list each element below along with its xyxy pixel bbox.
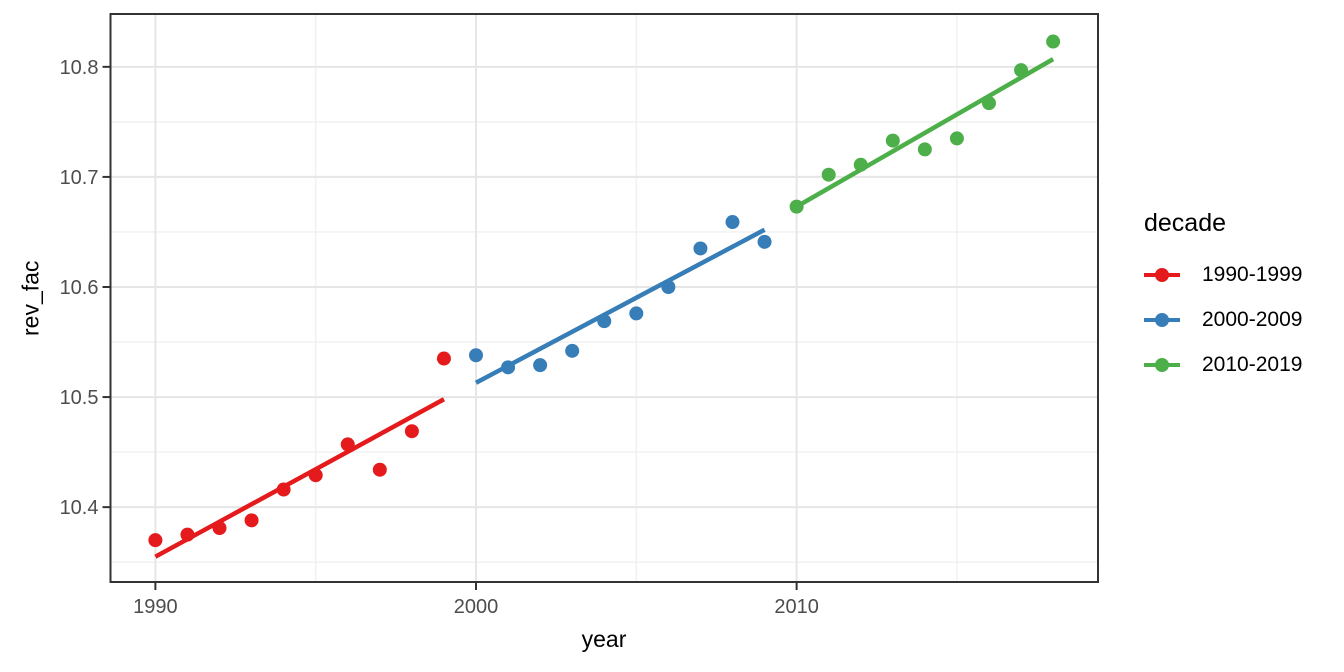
data-point-2010-2019 [981,96,996,111]
data-point-2000-2009 [597,314,612,329]
trend-line-1990-1999 [154,397,446,559]
y-tick-label: 10.4 [60,497,99,519]
data-point-2000-2009 [501,360,516,375]
legend-item: 1990-1999 [1144,262,1302,288]
data-point-2010-2019 [949,131,964,146]
data-point-2000-2009 [469,348,484,363]
legend-key-icon [1144,262,1180,288]
x-axis-title: year [581,626,627,652]
data-point-2000-2009 [565,343,580,358]
data-point-1990-1999 [276,482,291,497]
y-axis-title: rev_fac [17,260,44,336]
y-tick-label: 10.5 [60,387,99,409]
data-point-1990-1999 [308,468,323,483]
legend-item-label: 1990-1999 [1202,263,1303,286]
panel-border [109,13,1099,583]
data-point-2010-2019 [1014,63,1029,78]
data-point-2010-2019 [853,157,868,172]
legend-items: 1990-1999 2000-2009 2010-2019 [1144,262,1302,378]
data-point-2000-2009 [693,241,708,256]
y-tick-label: 10.8 [60,57,99,79]
data-point-1990-1999 [180,527,195,542]
legend-key-dot [1155,268,1169,282]
x-tick-label: 2000 [454,596,499,618]
data-point-1990-1999 [148,533,163,548]
data-point-2010-2019 [821,167,836,182]
y-tick-label: 10.7 [60,167,99,189]
legend-item-label: 2000-2009 [1202,308,1303,331]
data-point-2000-2009 [661,279,676,294]
legend-item: 2000-2009 [1144,307,1302,333]
trend-line-2000-2009 [474,227,766,385]
legend-key-dot [1155,358,1169,372]
data-point-1990-1999 [340,437,355,452]
legend-item-label: 2010-2019 [1202,353,1303,376]
data-point-2000-2009 [533,358,548,373]
x-tick-label: 1990 [133,596,178,618]
legend: decade 1990-1999 2000-2009 2010-2019 [1144,208,1302,397]
data-point-2010-2019 [917,142,932,157]
data-point-1990-1999 [404,424,419,439]
data-point-2010-2019 [1046,34,1061,49]
data-point-2010-2019 [789,199,804,214]
y-tick-label: 10.6 [60,277,99,299]
legend-title: decade [1144,209,1227,237]
legend-item: 2010-2019 [1144,352,1302,378]
data-point-1990-1999 [372,462,387,477]
data-point-1990-1999 [212,521,227,536]
panel-background [110,14,1098,582]
data-point-2000-2009 [629,306,644,321]
legend-key-dot [1155,313,1169,327]
legend-key-icon [1144,307,1180,333]
data-point-1990-1999 [244,513,259,528]
data-point-2010-2019 [885,133,900,148]
data-point-1990-1999 [436,351,451,366]
data-point-2000-2009 [757,234,772,249]
data-point-2000-2009 [725,215,740,230]
x-tick-label: 2010 [774,596,819,618]
legend-key-icon [1144,352,1180,378]
trend-line-2010-2019 [795,57,1055,209]
